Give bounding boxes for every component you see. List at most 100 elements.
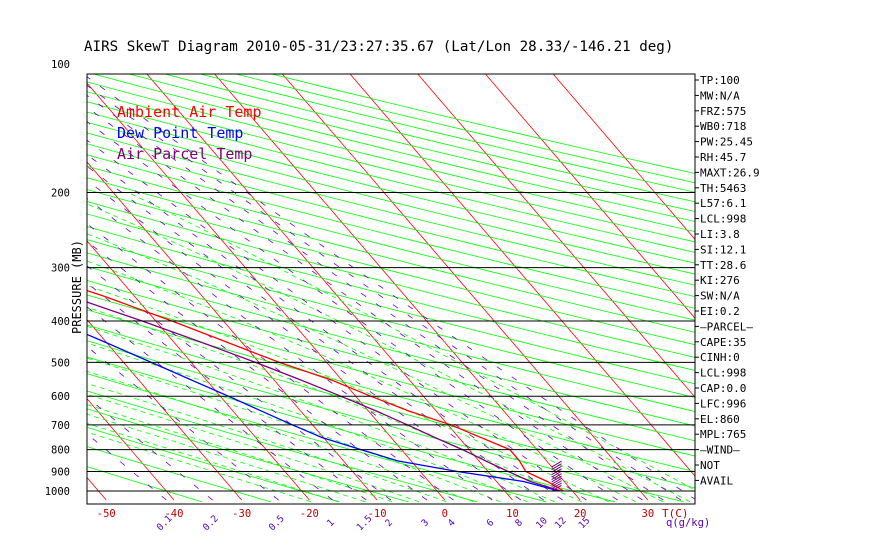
legend: Ambient Air Temp Dew Point Temp Air Parc… [117,103,262,163]
stability-index: FRZ:575 [700,105,746,118]
x-axis-label: T(C) [662,507,689,520]
mixing-ratio-line [87,282,367,501]
mixing-ratio-tick-label: 0.2 [201,513,221,533]
legend-item-parcel: Air Parcel Temp [117,145,252,163]
stability-index: LFC:996 [700,397,746,410]
stability-index: KI:276 [700,274,740,287]
dry-adiabat [87,111,695,264]
stability-index: WB0:718 [700,120,746,133]
cape-hatch [551,460,562,468]
dry-adiabat [87,154,695,309]
mixing-ratio-line [87,94,664,501]
mixing-ratio-tick-label: 12 [553,515,569,531]
bottom-temperature-labels: -50 -40 -30 -20 -10 0 10 20 30 [97,508,654,520]
dry-adiabat [87,226,695,385]
cape-hatch [551,484,562,492]
mixing-ratio-line [87,139,587,501]
moist-adiabat [87,357,501,503]
dry-adiabat [87,294,695,457]
moist-adiabat [87,306,582,503]
dry-adiabat [87,266,695,427]
stability-index: SW:N/A [700,290,740,303]
bottom-temp-tick-label: 20 [574,508,587,520]
moist-adiabat [87,404,393,503]
stability-index: CINH:0 [700,351,740,364]
mixing-ratio-line [87,84,682,501]
legend-item-dewpoint: Dew Point Temp [117,124,243,142]
stability-index: SI:12.1 [700,243,746,256]
dry-adiabat [87,177,695,333]
moist-adiabat [87,203,691,503]
stability-index: —WIND— [700,444,740,457]
stability-index: CAPE:35 [700,336,746,349]
moist-adiabat [87,342,528,503]
bottom-temp-tick-label: 30 [642,508,655,520]
pressure-gridlines [87,191,695,492]
moist-adiabat [87,260,636,503]
pressure-tick-label: 700 [51,420,70,432]
stability-index: TH:5463 [700,182,746,195]
isotherm-line [484,74,695,319]
isotherm-line [417,74,695,398]
stability-index: TP:100 [700,74,740,87]
isotherm-line [349,74,695,477]
mixing-ratio-tick-label: 3 [419,517,431,529]
mixing-ratio-tick-label: 1 [325,517,337,529]
cape-hatch [551,473,562,480]
mixing-ratio-line [87,223,454,501]
dry-adiabat [87,189,695,346]
sounding-series [87,289,564,492]
cape-hatch [551,480,562,488]
stability-index: LCL:998 [700,213,746,226]
ambient-temp-line [87,289,564,492]
cape-hatch [551,470,562,478]
mixing-ratio-line [87,198,493,501]
mixing-ratio-tick-label: 8 [513,517,525,529]
bottom-temp-tick-label: 0 [442,508,448,520]
moist-adiabat [87,233,664,503]
isotherm-line [146,74,513,501]
stability-index: LCL:998 [700,367,746,380]
dry-adiabat [87,201,695,358]
moist-adiabat [87,325,555,503]
pressure-tick-label: 100 [51,59,70,71]
mixing-ratio-line [87,76,695,500]
dry-adiabat [87,121,695,275]
dry-adiabat [87,143,695,298]
dry-adiabat [87,252,695,412]
mixing-ratio-line [87,106,643,501]
stability-index: CAP:0.0 [700,382,746,395]
stability-index: L57:6.1 [700,197,746,210]
cape-hatch [551,475,562,483]
pressure-tick-label: 900 [51,466,70,478]
mixing-ratio-line [87,154,563,501]
stability-index: RH:45.7 [700,151,746,164]
bottom-temp-tick-label: -30 [232,508,251,520]
dry-adiabat [87,213,695,371]
stability-indices-panel: TP:100 MW:N/A FRZ:575 WB0:718 PW:25.45 RH:45.… [695,74,760,487]
isotherm-line [0,64,39,500]
moist-adiabat [87,370,474,503]
bottom-temp-tick-label: 10 [506,508,519,520]
mixing-ratio-unit-label: q(g/kg) [666,517,710,529]
isotherm-line [87,240,310,501]
dry-adiabat [87,165,695,321]
cape-hatch [551,477,562,485]
mixing-ratio-line [87,306,333,501]
moist-adiabat [87,431,312,503]
dry-adiabat [87,91,695,243]
bottom-temp-tick-label: -40 [164,508,183,520]
moist-adiabat [87,393,420,503]
stability-index: MAXT:26.9 [700,166,760,179]
stability-index: AVAIL [700,474,733,487]
stability-index: NOT [700,459,720,472]
cape-hatch [551,463,562,471]
mixing-ratio-tick-label: 4 [446,517,458,529]
parcel-temp-line [87,301,562,492]
bottom-temp-tick-label: -50 [97,508,116,520]
plot-area [0,64,696,505]
moist-adiabat [87,383,447,503]
moist-adiabat [128,192,695,491]
stability-index: EI:0.2 [700,305,740,318]
